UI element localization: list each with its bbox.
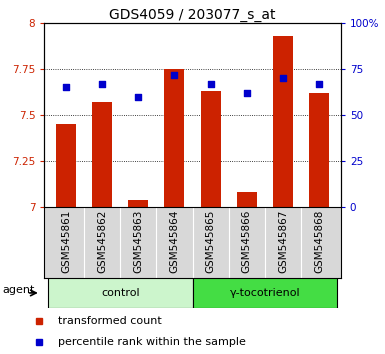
Bar [237, 192, 257, 207]
Bar [164, 69, 184, 207]
Text: GSM545865: GSM545865 [206, 209, 216, 273]
Point [99, 81, 105, 87]
Point [208, 81, 214, 87]
Point [316, 81, 322, 87]
Bar [48, 278, 192, 308]
Text: GSM545864: GSM545864 [169, 209, 179, 273]
Text: GSM545862: GSM545862 [97, 209, 107, 273]
Bar [128, 200, 148, 207]
Bar [92, 102, 112, 207]
Bar [56, 124, 76, 207]
Text: control: control [101, 288, 139, 298]
Text: GSM545868: GSM545868 [314, 209, 324, 273]
Bar [273, 36, 293, 207]
Text: γ-tocotrienol: γ-tocotrienol [229, 288, 300, 298]
Text: agent: agent [2, 285, 35, 295]
Text: GSM545867: GSM545867 [278, 209, 288, 273]
Point [171, 72, 177, 78]
Text: GSM545861: GSM545861 [61, 209, 71, 273]
Text: GSM545866: GSM545866 [242, 209, 252, 273]
Point [135, 94, 141, 99]
Text: transformed count: transformed count [58, 316, 161, 326]
Bar [201, 91, 221, 207]
Text: percentile rank within the sample: percentile rank within the sample [58, 337, 246, 348]
Point [244, 90, 250, 96]
Bar [309, 93, 329, 207]
Text: GSM545863: GSM545863 [133, 209, 143, 273]
Title: GDS4059 / 203077_s_at: GDS4059 / 203077_s_at [109, 8, 276, 22]
Point [63, 85, 69, 90]
Point [280, 75, 286, 81]
Bar [192, 278, 337, 308]
